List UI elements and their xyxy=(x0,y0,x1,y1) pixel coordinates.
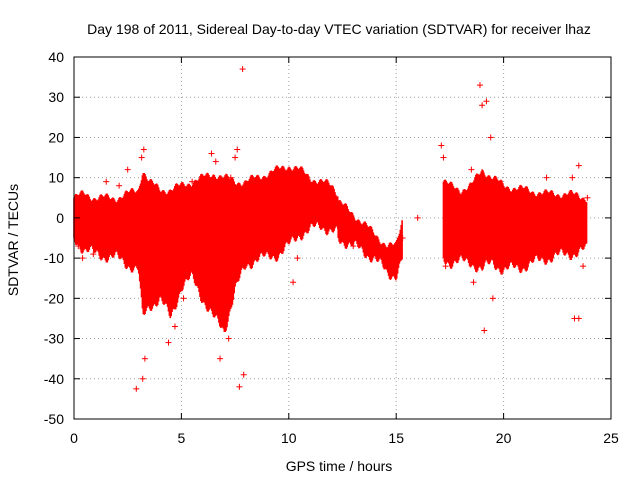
data-point xyxy=(165,339,172,346)
data-point xyxy=(479,102,486,109)
x-axis: 0 5 10 15 20 25 xyxy=(70,57,619,446)
data-point xyxy=(487,134,494,141)
data-point xyxy=(481,327,488,334)
x-tick-label: 25 xyxy=(603,430,619,446)
data-point xyxy=(140,146,147,153)
data-point xyxy=(212,158,219,165)
data-point xyxy=(584,194,591,201)
data-point xyxy=(171,323,178,330)
x-tick-label: 20 xyxy=(496,430,512,446)
chart-title: Day 198 of 2011, Sidereal Day-to-day VTE… xyxy=(87,21,591,37)
data-point xyxy=(442,263,449,270)
data-point xyxy=(227,174,234,181)
data-point xyxy=(124,166,131,173)
data-point xyxy=(79,255,86,262)
x-tick-label: 5 xyxy=(178,430,186,446)
data-point xyxy=(75,243,82,250)
data-point xyxy=(483,98,490,105)
data-point xyxy=(217,355,224,362)
data-point xyxy=(440,154,447,161)
data-point xyxy=(290,279,297,286)
y-tick-label: 0 xyxy=(56,210,64,226)
data-point xyxy=(103,178,110,185)
data-point xyxy=(575,162,582,169)
x-tick-label: 15 xyxy=(388,430,404,446)
data-point xyxy=(438,142,445,149)
x-tick-label: 10 xyxy=(281,430,297,446)
data-point xyxy=(141,355,148,362)
y-tick-label: 10 xyxy=(48,170,64,186)
y-tick-label: -20 xyxy=(44,290,64,306)
y-axis: -50 -40 -30 -20 -10 0 10 20 30 40 xyxy=(44,49,611,427)
data-point xyxy=(580,263,587,270)
data-point xyxy=(239,66,246,73)
y-tick-label: 20 xyxy=(48,129,64,145)
data-point xyxy=(236,383,243,390)
y-tick-label: 30 xyxy=(48,89,64,105)
data-point xyxy=(232,154,239,161)
data-point xyxy=(139,375,146,382)
data-point xyxy=(350,243,357,250)
plot-frame xyxy=(73,56,612,420)
y-axis-label: SDTVAR / TECUs xyxy=(5,184,21,296)
data-point xyxy=(225,335,232,342)
data-point xyxy=(234,146,241,153)
data-point xyxy=(414,214,421,221)
y-tick-label: -50 xyxy=(44,411,64,427)
data-point xyxy=(569,174,576,181)
y-tick-label: -40 xyxy=(44,371,64,387)
data-point xyxy=(468,166,475,173)
y-tick-label: 40 xyxy=(48,49,64,65)
x-axis-label: GPS time / hours xyxy=(286,458,393,474)
y-tick-label: -30 xyxy=(44,331,64,347)
x-tick-label: 0 xyxy=(70,430,78,446)
plot-area xyxy=(73,66,591,392)
data-point xyxy=(133,385,140,392)
data-point xyxy=(208,150,215,157)
data-point xyxy=(470,279,477,286)
y-tick-label: -10 xyxy=(44,250,64,266)
data-point xyxy=(575,315,582,322)
data-point xyxy=(339,235,346,241)
data-point xyxy=(138,154,145,161)
data-point xyxy=(294,255,301,262)
data-point xyxy=(90,251,97,258)
data-point xyxy=(180,295,187,302)
data-point xyxy=(543,174,550,181)
data-point xyxy=(189,178,196,185)
data-point xyxy=(116,182,123,189)
data-point xyxy=(476,82,483,89)
data-point xyxy=(399,235,406,241)
data-point xyxy=(489,295,496,302)
data-point xyxy=(240,371,247,378)
